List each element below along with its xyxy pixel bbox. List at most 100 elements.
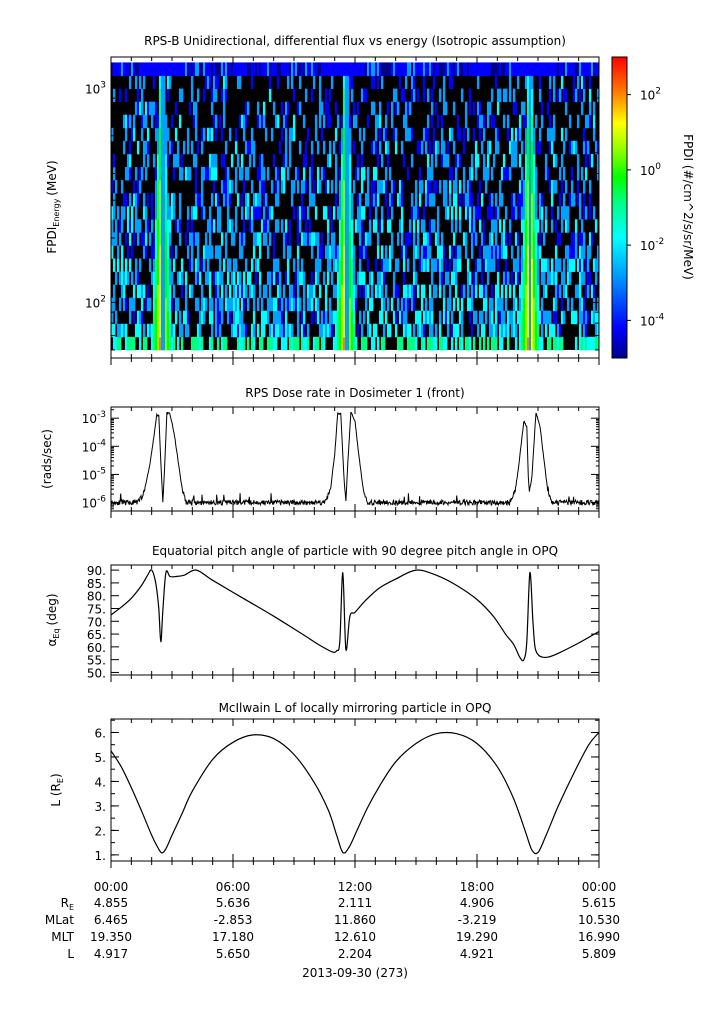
spectrogram-cell xyxy=(429,232,432,246)
spectrogram-cell xyxy=(155,206,158,220)
spectrogram-cell xyxy=(407,336,410,351)
spectrogram-cell xyxy=(413,297,416,312)
spectrogram-cell xyxy=(415,193,418,207)
spectrogram-cell xyxy=(347,114,350,129)
spectrogram-cell xyxy=(567,258,570,272)
spectrogram-cell xyxy=(235,258,238,272)
spectrogram-cell xyxy=(241,310,244,325)
spectrogram-cell xyxy=(587,284,590,299)
spectrogram-cell xyxy=(421,245,424,259)
spectrogram-cell xyxy=(321,336,324,351)
spectrogram-cell xyxy=(387,206,390,220)
spectrogram-cell xyxy=(217,62,220,76)
spectrogram-cell xyxy=(457,297,460,312)
spectrogram-cell xyxy=(241,206,244,220)
spectrogram-cell xyxy=(243,180,246,194)
spectrogram-cell xyxy=(391,193,394,207)
spectrogram-cell xyxy=(145,297,148,312)
spectrogram-cell xyxy=(237,284,240,299)
spectrogram-cell xyxy=(541,271,544,285)
spectrogram-cell xyxy=(493,153,496,168)
spectrogram-cell xyxy=(453,258,456,272)
spectrogram-cell xyxy=(499,310,502,325)
spectrogram-cell xyxy=(139,219,142,233)
spectrogram-cell xyxy=(469,271,472,285)
spectrogram-cell xyxy=(197,88,200,103)
spectrogram-cell xyxy=(385,193,388,207)
spectrogram-cell xyxy=(155,271,158,285)
spectrogram-cell xyxy=(163,101,166,116)
spectrogram-cell xyxy=(379,140,382,155)
spectrogram-cell xyxy=(501,193,504,207)
spectrogram-cell xyxy=(481,193,484,207)
spectrogram-cell xyxy=(427,166,430,181)
spectrogram-cell xyxy=(545,323,548,338)
spectrogram-cell xyxy=(341,258,344,272)
spectrogram-cell xyxy=(243,336,246,351)
spectrogram-cell xyxy=(263,114,266,129)
spectrogram-cell xyxy=(451,75,454,90)
spectrogram-cell xyxy=(263,180,266,194)
spectrogram-cell xyxy=(151,271,154,285)
spectrogram-cell xyxy=(229,310,232,325)
spectrogram-cell xyxy=(549,323,552,338)
spectrogram-cell xyxy=(145,114,148,129)
spectrogram-cell xyxy=(211,297,214,312)
spectrogram-cell xyxy=(295,62,298,76)
spectrogram-cell xyxy=(491,114,494,129)
spectrogram-cell xyxy=(187,323,190,338)
spectrogram-cell xyxy=(505,206,508,220)
spectrogram-cell xyxy=(231,62,234,76)
spectrogram-cell xyxy=(459,245,462,259)
spectrogram-cell xyxy=(173,336,176,351)
spectrogram-cell xyxy=(259,180,262,194)
spectrogram-cell xyxy=(513,206,516,220)
spectrogram-cell xyxy=(153,297,156,312)
spectrogram-cell xyxy=(343,245,346,259)
spectrogram-cell xyxy=(299,140,302,155)
spectrogram-cell xyxy=(123,323,126,338)
spectrogram-cell xyxy=(337,206,340,220)
spectrogram-cell xyxy=(245,101,248,116)
spectrogram-cell xyxy=(451,323,454,338)
spectrogram-cell xyxy=(553,310,556,325)
spectrogram-cell xyxy=(359,232,362,246)
spectrogram-cell xyxy=(581,336,584,351)
spectrogram-cell xyxy=(115,271,118,285)
spectrogram-cell xyxy=(531,271,534,285)
spectrogram-cell xyxy=(133,336,136,351)
spectrogram-cell xyxy=(529,62,532,76)
spectrogram-cell xyxy=(573,258,576,272)
spectrogram-cell xyxy=(161,232,164,246)
spectrogram-cell xyxy=(275,193,278,207)
spectrogram-cell xyxy=(553,336,556,351)
spectrogram-cell xyxy=(467,62,470,76)
spectrogram-cell xyxy=(513,101,516,116)
spectrogram-cell xyxy=(227,297,230,312)
spectrogram-cell xyxy=(413,336,416,351)
spectrogram-cell xyxy=(149,101,152,116)
spectrogram-cell xyxy=(217,75,220,90)
spectrogram-cell xyxy=(141,297,144,312)
spectrogram-cell xyxy=(441,62,444,76)
spectrogram-cell xyxy=(159,62,162,76)
spectrogram-cell xyxy=(111,127,114,142)
spectrogram-cell xyxy=(539,232,542,246)
spectrogram-cell xyxy=(503,88,506,103)
spectrogram-cell xyxy=(271,297,274,312)
spectrogram-cell xyxy=(539,127,542,142)
spectrogram-cell xyxy=(385,258,388,272)
spectrogram-cell xyxy=(211,310,214,325)
spectrogram-cell xyxy=(451,206,454,220)
spectrogram-cell xyxy=(413,271,416,285)
spectrogram-cell xyxy=(523,193,526,207)
spectrogram-cell xyxy=(225,284,228,299)
spectrogram-cell xyxy=(435,323,438,338)
spectrogram-cell xyxy=(353,284,356,299)
spectrogram-cell xyxy=(495,75,498,90)
spectrogram-cell xyxy=(359,258,362,272)
spectrogram-cell xyxy=(197,193,200,207)
spectrogram-cell xyxy=(583,88,586,103)
spectrogram-cell xyxy=(315,114,318,129)
spectrogram-cell xyxy=(235,140,238,155)
